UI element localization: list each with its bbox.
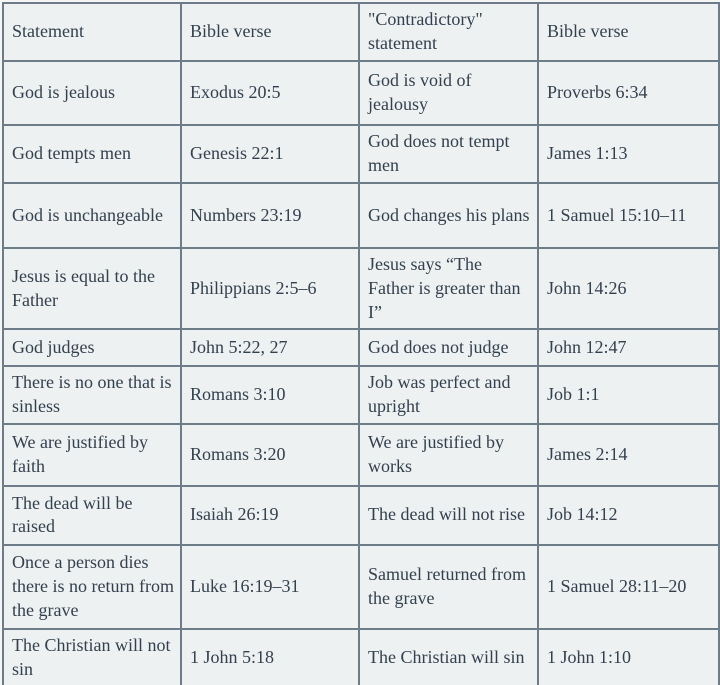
bible-verse-cell: Philippians 2:5–6 (180, 246, 360, 331)
table-row: God judges John 5:22, 27 God does not ju… (2, 328, 720, 368)
header-row: Statement Bible verse "Contradictory" st… (2, 2, 720, 62)
column-header-statement: Statement (2, 2, 182, 62)
statement-cell: Jesus is equal to the Father (2, 246, 182, 331)
bible-verse-cell: James 1:13 (537, 124, 720, 184)
contradictory-statement-cell: God is void of jealousy (358, 60, 539, 126)
table-row: We are justified by faith Romans 3:20 We… (2, 422, 720, 487)
statement-cell: God is unchangeable (2, 182, 182, 249)
table-row: The dead will be raised Isaiah 26:19 The… (2, 484, 720, 546)
bible-verse-cell: Job 1:1 (537, 365, 720, 425)
contradictory-statement-cell: Job was perfect and upright (358, 365, 539, 425)
bible-verse-cell: 1 Samuel 15:10–11 (537, 182, 720, 249)
bible-verse-cell: Numbers 23:19 (180, 182, 360, 249)
contradictory-statement-cell: God does not tempt men (358, 124, 539, 184)
table-row: There is no one that is sinless Romans 3… (2, 365, 720, 425)
contradictory-statement-cell: The dead will not rise (358, 484, 539, 546)
table-body: God is jealous Exodus 20:5 God is void o… (2, 60, 720, 685)
bible-verse-cell: 1 John 5:18 (180, 627, 360, 685)
column-header-bible-verse-2: Bible verse (537, 2, 720, 62)
statement-cell: God tempts men (2, 124, 182, 184)
bible-verse-cell: Genesis 22:1 (180, 124, 360, 184)
bible-verse-cell: Exodus 20:5 (180, 60, 360, 126)
column-header-contradictory-statement: "Contradictory" statement (358, 2, 539, 62)
bible-verse-cell: Isaiah 26:19 (180, 484, 360, 546)
statement-cell: There is no one that is sinless (2, 365, 182, 425)
table-row: God is unchangeable Numbers 23:19 God ch… (2, 182, 720, 249)
table-header: Statement Bible verse "Contradictory" st… (2, 2, 720, 62)
contradictory-statement-cell: We are justified by works (358, 422, 539, 487)
bible-verse-cell: Romans 3:20 (180, 422, 360, 487)
statement-cell: God is jealous (2, 60, 182, 126)
bible-verse-cell: John 5:22, 27 (180, 328, 360, 368)
bible-verse-cell: John 14:26 (537, 246, 720, 331)
bible-verse-cell: 1 Samuel 28:11–20 (537, 543, 720, 630)
statement-cell: The dead will be raised (2, 484, 182, 546)
bible-verse-cell: Proverbs 6:34 (537, 60, 720, 126)
bible-verse-cell: James 2:14 (537, 422, 720, 487)
table-row: God tempts men Genesis 22:1 God does not… (2, 124, 720, 184)
table-row: The Christian will not sin 1 John 5:18 T… (2, 627, 720, 685)
bible-verse-cell: Luke 16:19–31 (180, 543, 360, 630)
bible-verse-cell: Job 14:12 (537, 484, 720, 546)
statement-cell: Once a person dies there is no return fr… (2, 543, 182, 630)
bible-verse-cell: John 12:47 (537, 328, 720, 368)
table-row: God is jealous Exodus 20:5 God is void o… (2, 60, 720, 126)
bible-verse-cell: Romans 3:10 (180, 365, 360, 425)
table-row: Once a person dies there is no return fr… (2, 543, 720, 630)
contradictory-statement-cell: The Christian will sin (358, 627, 539, 685)
statement-cell: The Christian will not sin (2, 627, 182, 685)
statement-cell: We are justified by faith (2, 422, 182, 487)
bible-verse-cell: 1 John 1:10 (537, 627, 720, 685)
contradictory-statement-cell: Jesus says “The Father is greater than I… (358, 246, 539, 331)
statement-cell: God judges (2, 328, 182, 368)
contradictory-statement-cell: God changes his plans (358, 182, 539, 249)
contradictory-statement-cell: Samuel returned from the grave (358, 543, 539, 630)
table-row: Jesus is equal to the Father Philippians… (2, 246, 720, 331)
column-header-bible-verse: Bible verse (180, 2, 360, 62)
contradictory-statement-cell: God does not judge (358, 328, 539, 368)
